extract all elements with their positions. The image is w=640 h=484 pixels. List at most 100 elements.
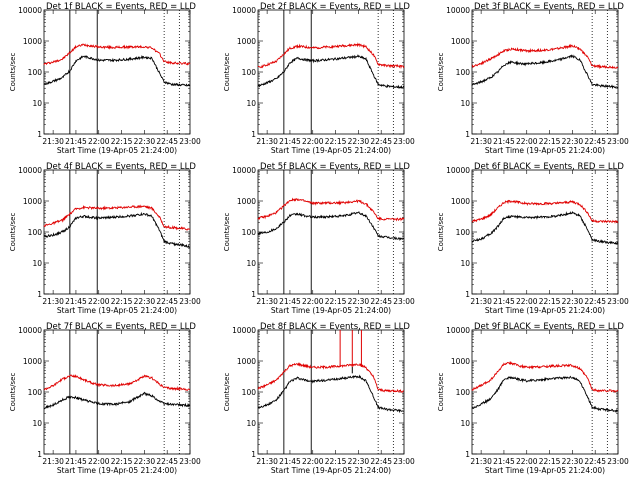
series-lld-line	[257, 197, 405, 222]
y-tick-label: 10	[32, 419, 42, 428]
chart-panel-1: Det 1f BLACK = Events, RED = LLD 1 10 100 10…	[9, 2, 201, 155]
plot-frame	[471, 329, 619, 455]
y-tick-label: 10000	[446, 6, 470, 15]
x-tick-label: 22:00	[302, 297, 324, 306]
series-lld-line	[471, 360, 619, 394]
x-tick-label: 22:15	[325, 297, 347, 306]
y-tick-label: 100	[456, 388, 471, 397]
series-events-line	[43, 211, 190, 249]
x-tick-label: 21:45	[65, 137, 87, 146]
plot-frame	[257, 9, 405, 135]
x-tick-label: 22:45	[370, 457, 392, 466]
x-axis-label: Start Time (19-Apr-05 21:24:00)	[485, 466, 605, 475]
x-tick-label: 22:15	[111, 457, 133, 466]
x-tick-label: 22:45	[584, 457, 606, 466]
x-tick-label: 22:45	[584, 297, 606, 306]
y-tick-label: 1000	[23, 37, 42, 46]
plot-frame	[471, 169, 619, 295]
y-tick-label: 10	[32, 99, 42, 108]
y-tick-label: 10	[246, 419, 256, 428]
x-axis-label: Start Time (19-Apr-05 21:24:00)	[57, 306, 177, 315]
x-axis-label: Start Time (19-Apr-05 21:24:00)	[485, 306, 605, 315]
y-tick-label: 1	[465, 450, 470, 459]
x-tick-label: 22:15	[325, 137, 347, 146]
x-axis-label: Start Time (19-Apr-05 21:24:00)	[57, 466, 177, 475]
plot-frame	[43, 169, 191, 295]
x-tick-label: 22:30	[562, 457, 584, 466]
x-tick-label: 22:00	[516, 297, 538, 306]
y-tick-label: 1000	[237, 197, 256, 206]
y-tick-label: 1	[37, 130, 42, 139]
chart-panel-2: Det 2f BLACK = Events, RED = LLD 1 10 100 10…	[223, 2, 415, 155]
y-tick-label: 10	[246, 99, 256, 108]
y-tick-label: 10000	[232, 166, 256, 175]
x-tick-label: 21:30	[470, 457, 492, 466]
x-tick-label: 22:00	[88, 297, 110, 306]
chart-panel-9: Det 9f BLACK = Events, RED = LLD 1 10 100 10…	[437, 322, 629, 475]
x-axis-label: Start Time (19-Apr-05 21:24:00)	[271, 466, 391, 475]
x-tick-label: 22:45	[584, 137, 606, 146]
x-tick-label: 23:00	[179, 297, 201, 306]
y-axis-label: Counts/sec	[437, 373, 445, 412]
chart-title: Det 7f BLACK = Events, RED = LLD	[46, 322, 196, 332]
x-tick-label: 22:15	[325, 457, 347, 466]
y-axis-label: Counts/sec	[437, 213, 445, 252]
y-axis-label: Counts/sec	[223, 373, 231, 412]
y-tick-label: 100	[242, 388, 257, 397]
chart-title: Det 1f BLACK = Events, RED = LLD	[46, 2, 196, 12]
x-tick-label: 22:00	[516, 457, 538, 466]
y-tick-label: 1000	[451, 357, 470, 366]
x-axis-label: Start Time (19-Apr-05 21:24:00)	[271, 306, 391, 315]
y-tick-label: 10000	[18, 6, 42, 15]
series-events-line	[471, 375, 619, 414]
y-axis-label: Counts/sec	[223, 53, 231, 92]
x-tick-label: 23:00	[607, 137, 629, 146]
y-axis-label: Counts/sec	[9, 53, 17, 92]
y-tick-label: 100	[28, 68, 43, 77]
y-tick-label: 1000	[237, 37, 256, 46]
x-tick-label: 23:00	[393, 137, 415, 146]
x-tick-label: 21:30	[256, 297, 278, 306]
chart-title: Det 4f BLACK = Events, RED = LLD	[46, 162, 196, 172]
x-tick-label: 22:30	[562, 297, 584, 306]
y-tick-label: 1	[465, 130, 470, 139]
chart-panel-4: Det 4f BLACK = Events, RED = LLD 1 10 100 10…	[9, 162, 201, 315]
series-events-line	[257, 374, 404, 414]
chart-panel-5: Det 5f BLACK = Events, RED = LLD 1 10 100 10…	[223, 162, 415, 315]
x-tick-label: 21:45	[65, 457, 87, 466]
series-lld-line	[257, 362, 405, 393]
plot-frame	[43, 9, 191, 135]
x-tick-label: 23:00	[393, 457, 415, 466]
y-tick-label: 1	[251, 450, 256, 459]
y-tick-label: 10000	[18, 166, 42, 175]
chart-panel-7: Det 7f BLACK = Events, RED = LLD 1 10 100 10…	[9, 322, 201, 475]
x-tick-label: 21:45	[493, 137, 515, 146]
x-tick-label: 22:30	[134, 297, 156, 306]
series-lld-line	[43, 43, 191, 66]
x-tick-label: 21:30	[470, 137, 492, 146]
x-tick-label: 21:30	[42, 297, 64, 306]
plot-frame	[257, 169, 405, 295]
y-tick-label: 10	[246, 259, 256, 268]
x-tick-label: 22:30	[348, 457, 370, 466]
chart-title: Det 9f BLACK = Events, RED = LLD	[474, 322, 624, 332]
x-tick-label: 23:00	[607, 457, 629, 466]
x-tick-label: 22:30	[134, 137, 156, 146]
plot-frame	[471, 9, 619, 135]
x-tick-label: 21:30	[42, 137, 64, 146]
x-axis-label: Start Time (19-Apr-05 21:24:00)	[57, 146, 177, 155]
x-tick-label: 21:30	[42, 457, 64, 466]
series-lld-line	[43, 374, 191, 392]
chart-title: Det 8f BLACK = Events, RED = LLD	[260, 322, 410, 332]
x-tick-label: 22:45	[156, 137, 178, 146]
series-events-line	[257, 54, 405, 89]
chart-title: Det 5f BLACK = Events, RED = LLD	[260, 162, 410, 172]
x-tick-label: 22:45	[370, 297, 392, 306]
y-tick-label: 10000	[232, 6, 256, 15]
x-tick-label: 21:45	[279, 137, 301, 146]
y-tick-label: 100	[242, 68, 257, 77]
series-lld-line	[471, 199, 619, 224]
x-tick-label: 22:00	[88, 457, 110, 466]
x-tick-label: 22:30	[348, 297, 370, 306]
